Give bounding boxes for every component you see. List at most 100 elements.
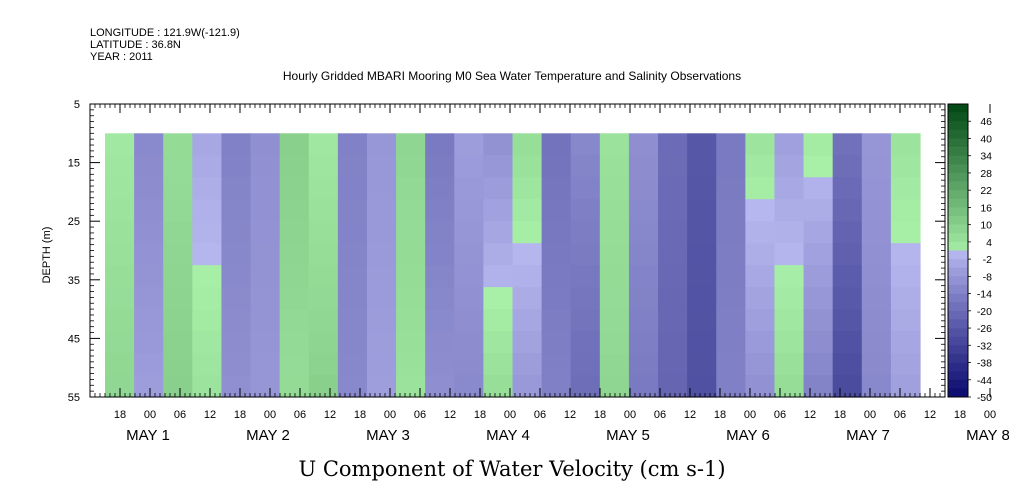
heatmap-cell	[134, 133, 164, 156]
colorbar-segment	[948, 319, 968, 329]
heatmap-cell	[687, 243, 717, 266]
heatmap-cell	[454, 243, 484, 266]
heatmap-cell	[745, 199, 776, 222]
heatmap-cell	[221, 265, 252, 288]
heatmap-cell	[745, 331, 776, 354]
heatmap-cell	[105, 199, 135, 222]
heatmap-cell	[774, 309, 805, 332]
x-tick-label: 06	[534, 409, 546, 421]
heatmap-cell	[599, 287, 630, 310]
heatmap-column	[628, 133, 659, 398]
x-tick-label: 00	[384, 409, 396, 421]
heatmap-cell	[396, 155, 426, 178]
x-tick-label: 06	[414, 409, 426, 421]
heatmap-cell	[134, 353, 164, 376]
heatmap-cell	[512, 331, 543, 354]
heatmap-cell	[308, 199, 339, 222]
heatmap-cell	[861, 221, 892, 244]
x-day-label: MAY 8	[966, 427, 1009, 444]
heatmap-cell	[628, 243, 659, 266]
heatmap-cell	[832, 155, 863, 178]
heatmap-cell	[192, 243, 223, 266]
heatmap-cell	[628, 177, 659, 200]
heatmap-cell	[250, 309, 281, 332]
heatmap-cell	[512, 221, 543, 244]
colorbar-segment	[948, 362, 968, 372]
chart-title: Hourly Gridded MBARI Mooring M0 Sea Wate…	[283, 69, 741, 83]
x-tick-label: 18	[114, 409, 126, 421]
heatmap-cell	[774, 331, 805, 354]
heatmap-cell	[308, 353, 339, 376]
heatmap-cell	[483, 331, 514, 354]
x-tick-label: 18	[594, 409, 606, 421]
heatmap-cell	[163, 375, 193, 398]
heatmap-cell	[396, 287, 426, 310]
heatmap-cell	[512, 287, 543, 310]
heatmap-cell	[628, 331, 659, 354]
heatmap-cell	[366, 331, 397, 354]
heatmap-cell	[425, 133, 455, 156]
heatmap-cell	[774, 265, 805, 288]
x-day-label: MAY 4	[486, 427, 530, 444]
heatmap-cell	[279, 243, 310, 266]
x-tick-label: 12	[204, 409, 216, 421]
heatmap-cell	[745, 353, 776, 376]
heatmap-cell	[250, 177, 281, 200]
heatmap-cell	[483, 375, 514, 398]
x-tick-label: 12	[564, 409, 576, 421]
heatmap-cell	[861, 133, 892, 156]
heatmap-cell	[861, 331, 892, 354]
heatmap-cell	[861, 265, 892, 288]
heatmap-cell	[774, 133, 805, 156]
heatmap-cell	[512, 199, 543, 222]
colorbar-segment	[948, 328, 968, 337]
heatmap-cell	[745, 265, 776, 288]
heatmap-cell	[425, 309, 455, 332]
y-tick-label: 55	[68, 392, 80, 404]
longitude-label: LONGITUDE : 121.9W(-121.9)	[90, 27, 240, 39]
heatmap-cell	[366, 265, 397, 288]
colorbar-label: 46	[980, 116, 992, 128]
colorbar-segment	[948, 207, 968, 217]
heatmap-column	[716, 133, 746, 398]
heatmap-column	[861, 133, 892, 398]
heatmap-cell	[861, 155, 892, 178]
heatmap-cell	[599, 331, 630, 354]
heatmap-cell	[628, 265, 659, 288]
x-tick-label: 12	[324, 409, 336, 421]
heatmap-cell	[745, 155, 776, 178]
heatmap-cell	[250, 221, 281, 244]
heatmap-cell	[861, 199, 892, 222]
heatmap-cell	[803, 199, 834, 222]
x-tick-label: 06	[174, 409, 186, 421]
heatmap-cell	[221, 375, 252, 398]
heatmap-cell	[541, 331, 572, 354]
heatmap-cell	[454, 155, 484, 178]
heatmap-cell	[337, 353, 368, 376]
heatmap-cell	[221, 309, 252, 332]
heatmap-column	[658, 133, 688, 398]
x-tick-label: 00	[984, 409, 996, 421]
heatmap-cell	[628, 287, 659, 310]
heatmap-cell	[658, 331, 688, 354]
heatmap-cell	[745, 375, 776, 398]
heatmap-cell	[628, 199, 659, 222]
heatmap-cell	[134, 199, 164, 222]
colorbar-label: 4	[986, 237, 992, 249]
heatmap-cell	[279, 221, 310, 244]
x-tick-label: 06	[654, 409, 666, 421]
heatmap-cell	[221, 221, 252, 244]
heatmap-cell	[163, 177, 193, 200]
colorbar-segment	[948, 250, 968, 260]
colorbar-label: -26	[977, 323, 992, 335]
heatmap-cell	[134, 155, 164, 178]
heatmap-cell	[628, 309, 659, 332]
heatmap-cell	[396, 133, 426, 156]
heatmap-cell	[105, 353, 135, 376]
heatmap-cell	[425, 353, 455, 376]
heatmap-cell	[105, 287, 135, 310]
colorbar-segment	[948, 353, 968, 363]
heatmap-cell	[890, 353, 921, 376]
heatmap-cell	[337, 265, 368, 288]
